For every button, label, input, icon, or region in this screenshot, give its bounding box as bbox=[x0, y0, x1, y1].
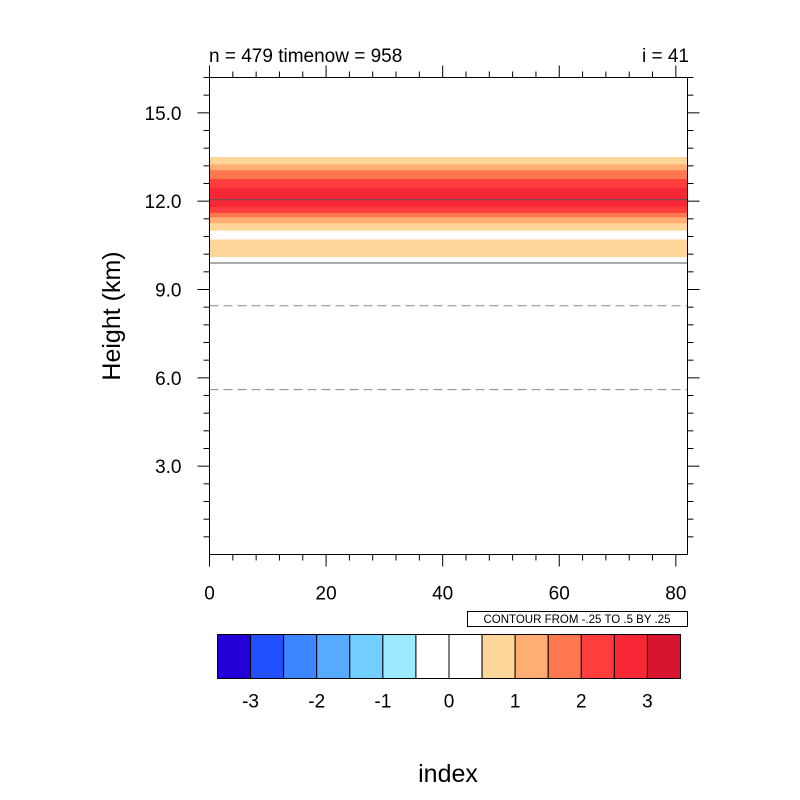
colorbar-box-10 bbox=[547, 634, 582, 679]
x-tick-label: 60 bbox=[549, 584, 570, 605]
colorbar-label: 3 bbox=[642, 692, 653, 713]
colorbar-box-11 bbox=[580, 634, 615, 679]
y-axis-label: Height (km) bbox=[98, 251, 126, 380]
colorbar-box-13 bbox=[646, 634, 682, 679]
filled-contour-bands bbox=[209, 157, 688, 258]
colorbar-label: 1 bbox=[510, 692, 521, 713]
y-tick-label: 15.0 bbox=[145, 104, 182, 125]
colorbar-label: 0 bbox=[444, 692, 455, 713]
colorbar bbox=[217, 634, 682, 679]
title-left: n = 479 timenow = 958 bbox=[209, 46, 402, 67]
contour-band-0 bbox=[209, 239, 688, 258]
x-tick-label: 40 bbox=[432, 584, 453, 605]
x-tick-label: 0 bbox=[204, 584, 215, 605]
x-tick-label: 80 bbox=[665, 584, 686, 605]
colorbar-box-4 bbox=[349, 634, 384, 679]
x-tick-labels: 0 20 40 60 80 bbox=[204, 584, 686, 605]
colorbar-box-1 bbox=[250, 634, 285, 679]
contour-lines bbox=[209, 199, 688, 391]
y-tick-labels: 3.0 6.0 9.0 12.0 15.0 bbox=[145, 104, 182, 478]
axis-ticks bbox=[197, 65, 700, 567]
colorbar-box-6 bbox=[415, 634, 450, 679]
colorbar-box-9 bbox=[514, 634, 549, 679]
y-tick-label: 3.0 bbox=[155, 457, 181, 478]
y-tick-label: 12.0 bbox=[145, 192, 182, 213]
colorbar-box-7 bbox=[448, 634, 483, 679]
y-tick-label: 9.0 bbox=[155, 281, 181, 302]
colorbar-label: 2 bbox=[576, 692, 587, 713]
plot-frame bbox=[209, 77, 688, 555]
colorbar-box-8 bbox=[481, 634, 516, 679]
colorbar-box-12 bbox=[613, 634, 648, 679]
y-tick-label: 6.0 bbox=[155, 369, 181, 390]
colorbar-box-2 bbox=[283, 634, 318, 679]
colorbar-box-3 bbox=[316, 634, 351, 679]
colorbar-box-0 bbox=[217, 634, 252, 679]
contour-info-text: CONTOUR FROM -.25 TO .5 BY .25 bbox=[483, 614, 670, 626]
contour-info-label: CONTOUR FROM -.25 TO .5 BY .25 bbox=[467, 611, 688, 627]
colorbar-label: -1 bbox=[374, 692, 391, 713]
colorbar-label: -2 bbox=[308, 692, 325, 713]
contour-band-5 bbox=[209, 187, 688, 208]
colorbar-labels: -3 -2 -1 0 1 2 3 bbox=[242, 692, 653, 713]
x-tick-label: 20 bbox=[316, 584, 337, 605]
colorbar-label: -3 bbox=[242, 692, 259, 713]
x-axis-label: index bbox=[418, 760, 478, 788]
colorbar-box-5 bbox=[382, 634, 417, 679]
title-right: i = 41 bbox=[642, 46, 689, 67]
